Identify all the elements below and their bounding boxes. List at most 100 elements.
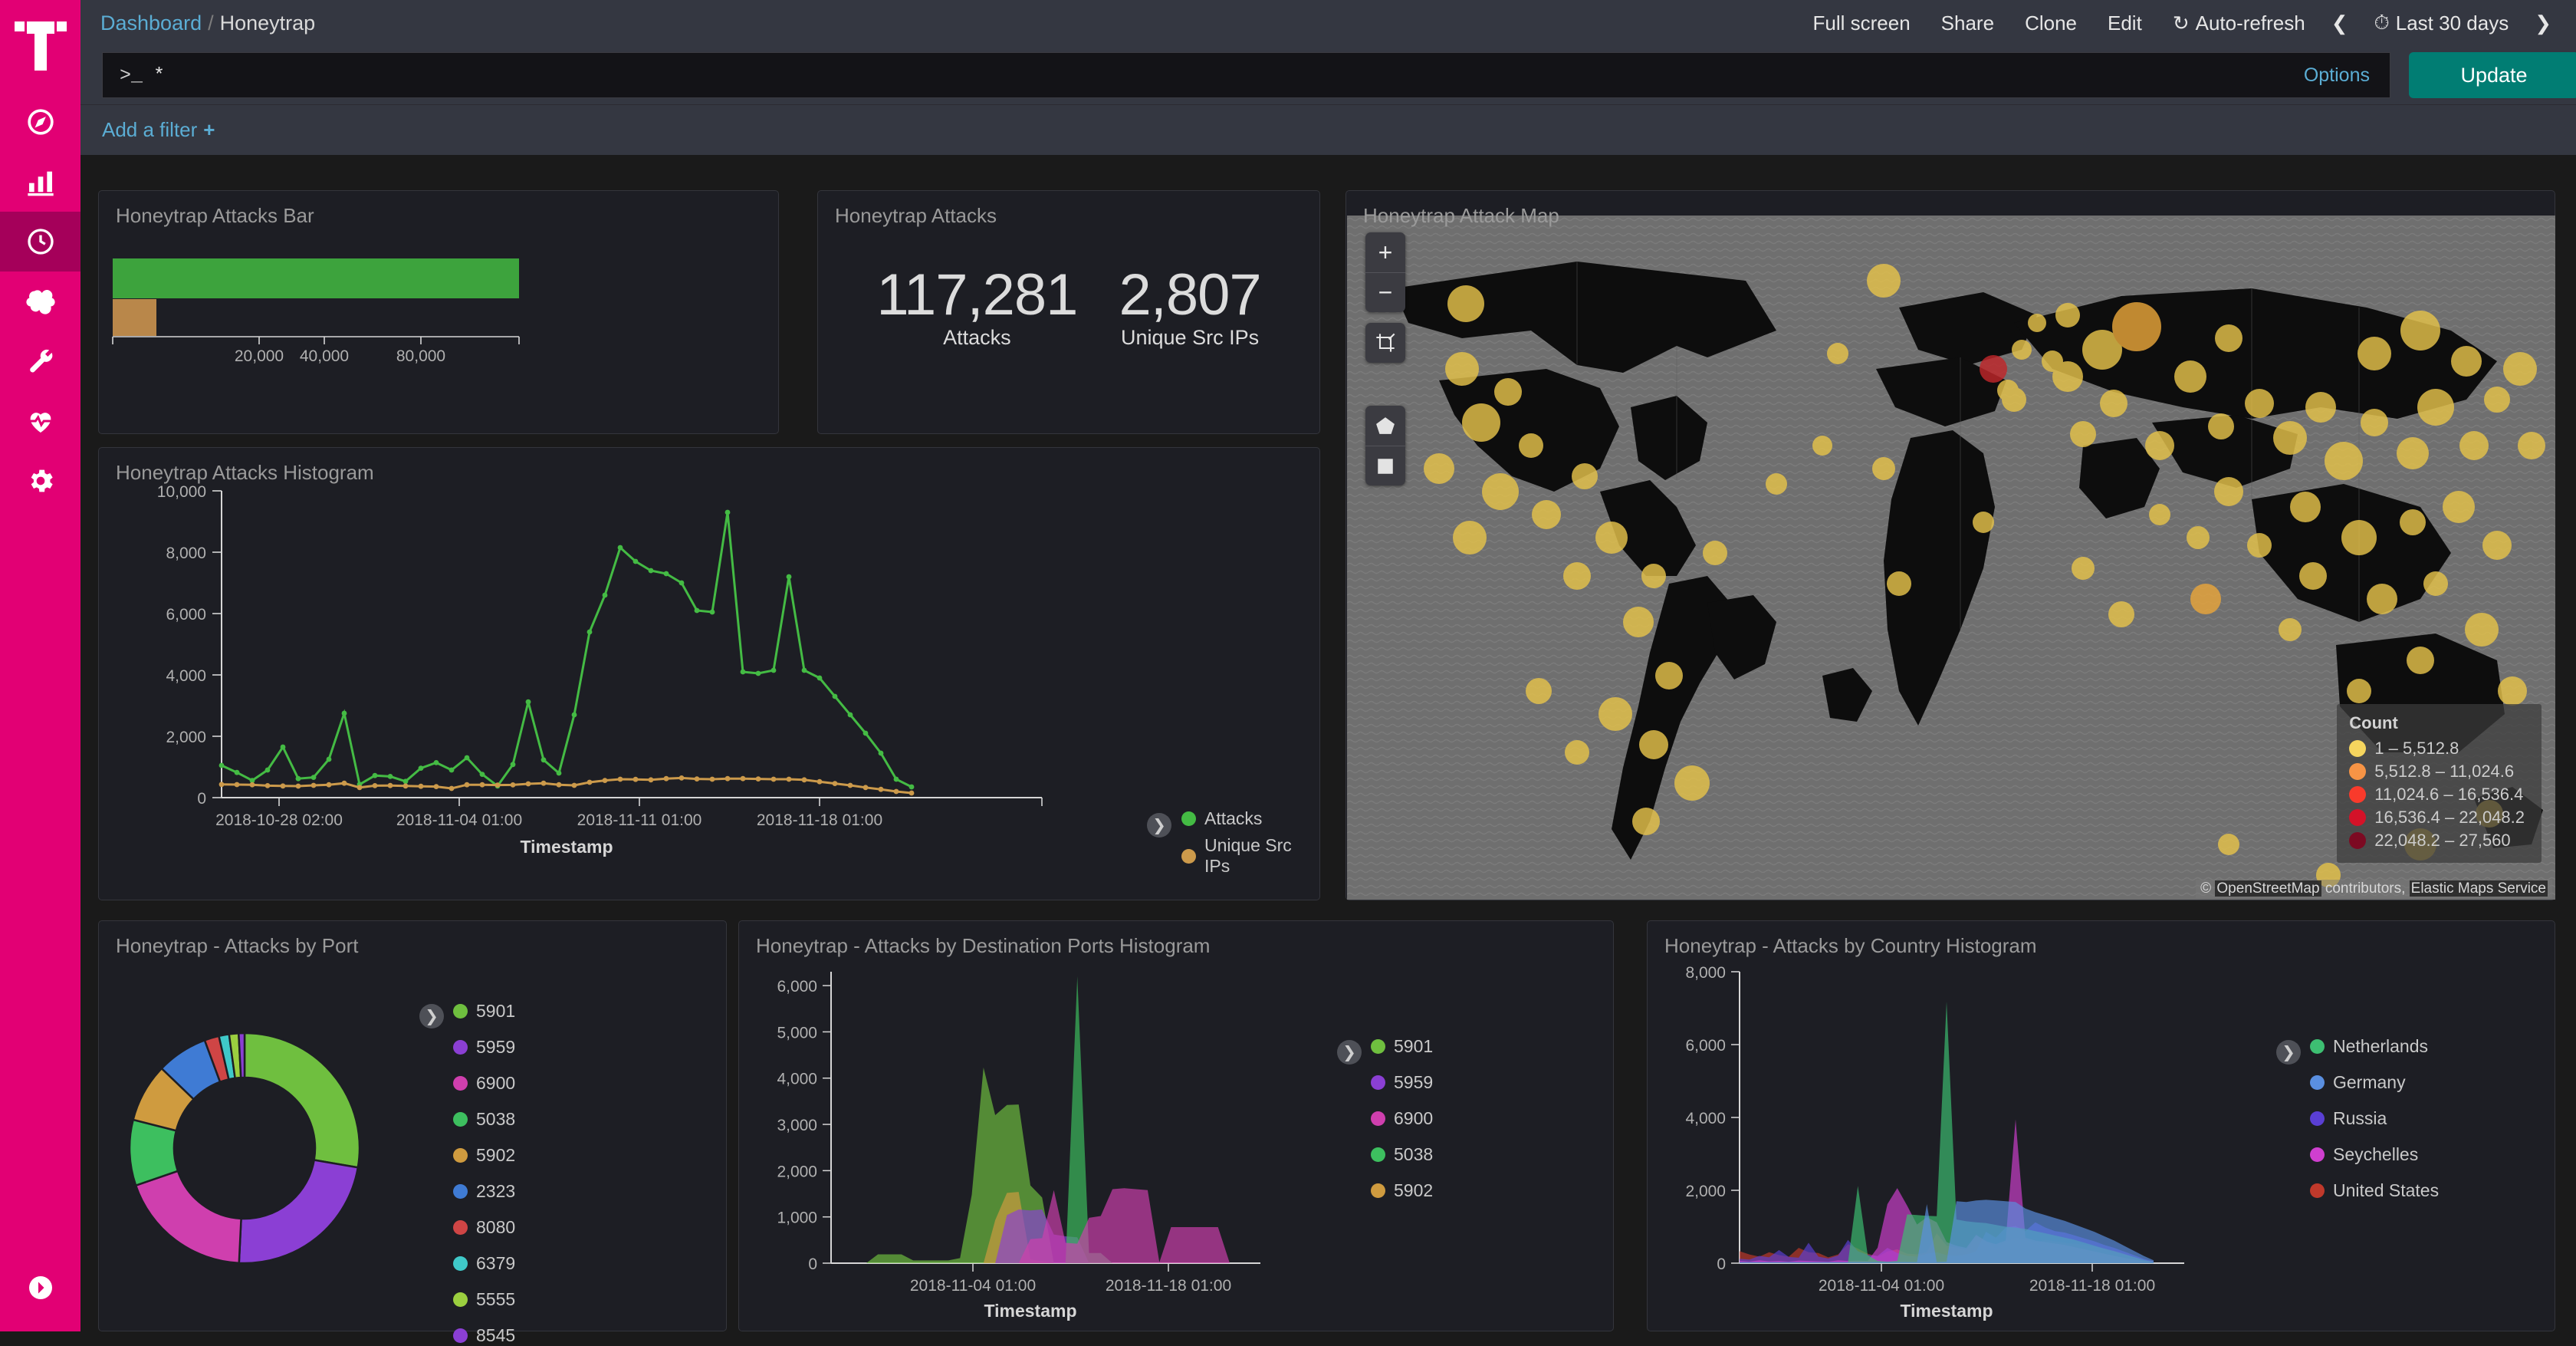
data-point[interactable] xyxy=(387,774,393,779)
data-point[interactable] xyxy=(540,757,547,763)
series-area-netherlands[interactable] xyxy=(1740,1001,2154,1263)
legend-item[interactable]: Germany xyxy=(2310,1072,2439,1093)
data-point[interactable] xyxy=(310,775,317,780)
data-point[interactable] xyxy=(464,755,470,761)
sidebar-item-dev-tools[interactable] xyxy=(0,331,80,391)
legend-item[interactable]: Russia xyxy=(2310,1108,2439,1129)
sidebar-item-monitoring[interactable] xyxy=(0,391,80,451)
data-point[interactable] xyxy=(755,776,761,782)
legend-item[interactable]: 6900 xyxy=(453,1073,515,1094)
data-point[interactable] xyxy=(586,629,593,635)
data-point[interactable] xyxy=(418,765,424,771)
data-point[interactable] xyxy=(632,558,639,564)
zoom-in-icon[interactable]: + xyxy=(1378,238,1393,266)
attacks-by-port-donut[interactable] xyxy=(84,987,406,1309)
data-point[interactable] xyxy=(449,785,455,791)
metric-unique-src-ips[interactable]: 2,807 Unique Src IPs xyxy=(1119,265,1261,350)
data-point[interactable] xyxy=(510,762,516,768)
time-range-picker[interactable]: ⏱ Last 30 days xyxy=(2374,11,2509,35)
data-point[interactable] xyxy=(341,710,347,716)
data-point[interactable] xyxy=(249,782,255,788)
pie-slice-6900[interactable] xyxy=(134,1170,242,1265)
legend-item[interactable]: Attacks xyxy=(1181,808,1319,829)
data-point[interactable] xyxy=(632,776,639,782)
data-point[interactable] xyxy=(816,778,823,785)
collapse-icon[interactable] xyxy=(0,1258,80,1318)
data-point[interactable] xyxy=(602,778,608,783)
data-point[interactable] xyxy=(234,782,240,788)
legend-item[interactable]: 5902 xyxy=(1371,1180,1433,1201)
pentagon-icon[interactable] xyxy=(1365,406,1405,446)
map-fit-bounds-button[interactable] xyxy=(1365,323,1405,363)
data-point[interactable] xyxy=(847,782,853,788)
data-point[interactable] xyxy=(586,779,593,785)
metric-attacks[interactable]: 117,281 Attacks xyxy=(876,265,1078,350)
data-point[interactable] xyxy=(326,756,332,762)
data-point[interactable] xyxy=(832,693,838,699)
data-point[interactable] xyxy=(648,777,654,783)
data-point[interactable] xyxy=(740,775,746,782)
osm-link[interactable]: OpenStreetMap xyxy=(2215,880,2321,897)
data-point[interactable] xyxy=(863,785,869,791)
legend-toggle[interactable]: ❯ xyxy=(1337,1040,1362,1065)
legend-item[interactable]: 5959 xyxy=(1371,1072,1433,1093)
legend-item[interactable]: Seychelles xyxy=(2310,1144,2439,1165)
attacks-histogram-chart[interactable]: 0 2,000 4,000 6,000 8,000 10,000 2018-10-28 02… xyxy=(99,483,1319,897)
options-link[interactable]: Options xyxy=(2303,64,2370,86)
legend-toggle[interactable]: ❯ xyxy=(2276,1040,2301,1065)
dest-ports-chart[interactable]: 0 1,000 2,000 3,000 4,000 5,000 6,000 2018-11-0… xyxy=(739,956,1398,1332)
data-point[interactable] xyxy=(525,781,531,787)
share-button[interactable]: Share xyxy=(1940,11,1995,35)
update-button[interactable]: Update xyxy=(2409,52,2576,98)
map-markers-layer[interactable] xyxy=(1424,264,2545,887)
data-point[interactable] xyxy=(648,568,654,574)
legend-item[interactable]: 5901 xyxy=(453,1001,515,1022)
series-line-attacks[interactable] xyxy=(221,512,912,788)
legend-item[interactable]: Netherlands xyxy=(2310,1036,2439,1057)
data-point[interactable] xyxy=(816,675,823,681)
data-point[interactable] xyxy=(556,782,562,788)
data-point[interactable] xyxy=(326,782,332,788)
data-point[interactable] xyxy=(495,782,501,788)
pie-slice-5901[interactable] xyxy=(243,1032,361,1169)
data-point[interactable] xyxy=(418,783,424,789)
bar-unique-src-ips[interactable] xyxy=(113,299,156,336)
chevron-left-icon[interactable]: ❮ xyxy=(2331,11,2348,35)
data-point[interactable] xyxy=(709,776,715,782)
legend-item[interactable]: 5959 xyxy=(453,1037,515,1058)
legend-item[interactable]: 8080 xyxy=(453,1217,515,1238)
data-point[interactable] xyxy=(280,783,286,789)
data-point[interactable] xyxy=(249,778,255,783)
data-point[interactable] xyxy=(341,780,347,786)
legend-item[interactable]: Unique Src IPs xyxy=(1181,835,1319,877)
map-canvas[interactable]: + − Count 1 – 5,512.8 5,512.8 – 11,024.6… xyxy=(1347,216,2555,900)
data-point[interactable] xyxy=(387,782,393,788)
legend-item[interactable]: 5555 xyxy=(453,1289,515,1310)
edit-button[interactable]: Edit xyxy=(2108,11,2142,35)
data-point[interactable] xyxy=(264,767,271,773)
pie-slice-8545[interactable] xyxy=(237,1032,246,1079)
data-point[interactable] xyxy=(372,783,378,788)
full-screen-button[interactable]: Full screen xyxy=(1812,11,1911,35)
data-point[interactable] xyxy=(280,744,286,750)
data-point[interactable] xyxy=(724,775,731,782)
search-input[interactable]: >_ * Options xyxy=(102,52,2390,98)
data-point[interactable] xyxy=(310,782,317,788)
legend-toggle[interactable]: ❯ xyxy=(419,1004,444,1028)
attacks-bar-chart[interactable]: 20,000 40,000 80,000 xyxy=(99,222,778,423)
data-point[interactable] xyxy=(770,776,777,782)
crop-icon[interactable] xyxy=(1365,323,1405,363)
legend-item[interactable]: 5038 xyxy=(453,1109,515,1130)
data-point[interactable] xyxy=(234,769,240,775)
map-draw-controls[interactable] xyxy=(1365,406,1405,485)
data-point[interactable] xyxy=(678,580,685,586)
data-point[interactable] xyxy=(556,770,562,776)
legend-item[interactable]: 8545 xyxy=(453,1325,515,1346)
data-point[interactable] xyxy=(801,777,807,783)
legend-item[interactable]: 5038 xyxy=(1371,1144,1433,1165)
legend-item[interactable]: 5901 xyxy=(1371,1036,1433,1057)
data-point[interactable] xyxy=(847,712,853,718)
legend-item[interactable]: 6900 xyxy=(1371,1108,1433,1129)
clone-button[interactable]: Clone xyxy=(2025,11,2077,35)
series-area-6900[interactable] xyxy=(831,1188,1230,1263)
